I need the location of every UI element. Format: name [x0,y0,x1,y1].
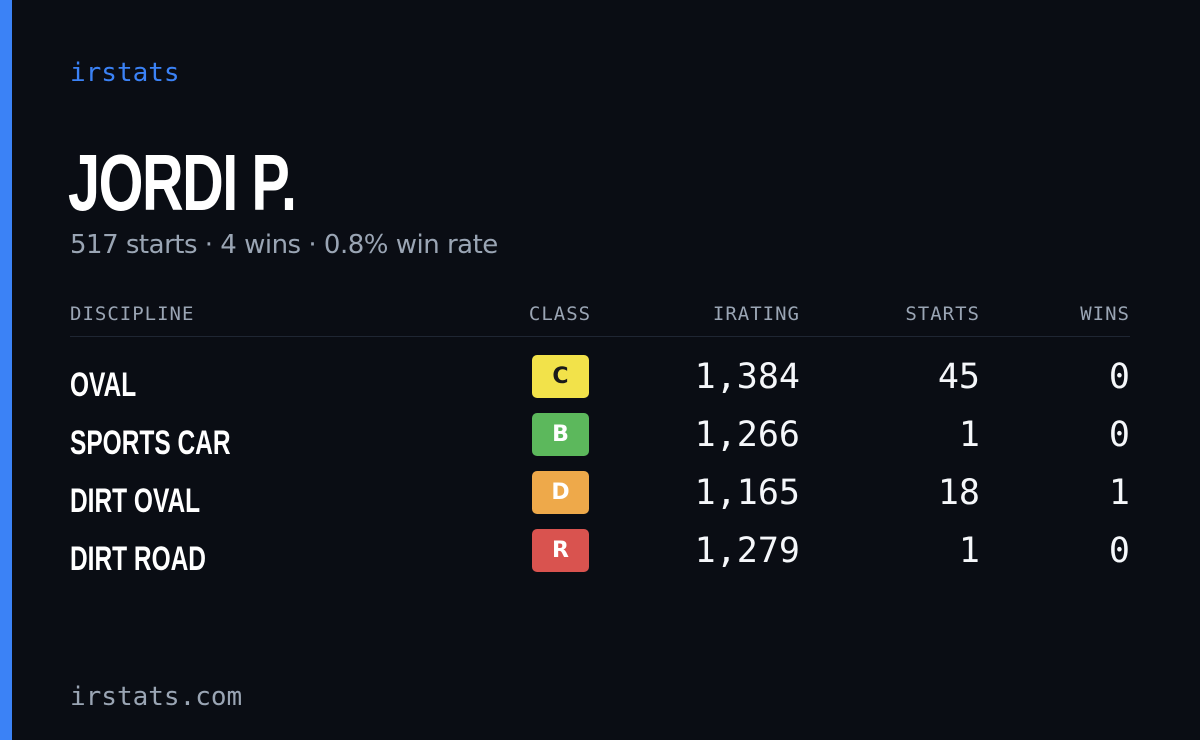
brand-logo: irstats [70,58,180,88]
class-badge: C [532,355,589,398]
header-irating: IRATING [712,303,800,325]
driver-summary: 517 starts · 4 wins · 0.8% win rate [70,230,498,260]
irating-value: 1,165 [694,473,800,513]
starts-value: 18 [937,473,980,513]
table-row: SPORTS CAR B 1,266 1 0 [70,411,1130,469]
table-row: DIRT ROAD R 1,279 1 0 [70,527,1130,585]
table-header: DISCIPLINE CLASS IRATING STARTS WINS [70,296,1130,337]
irating-value: 1,384 [694,357,800,397]
discipline-name: SPORTS CAR [70,424,231,462]
wins-value: 0 [1108,415,1130,455]
footer-url: irstats.com [70,682,243,712]
class-badge: R [532,529,589,572]
class-badge: D [532,471,589,514]
discipline-name: DIRT OVAL [70,482,201,520]
driver-name: JORDI P. [68,138,297,227]
irating-value: 1,266 [694,415,800,455]
header-class: CLASS [528,303,592,325]
accent-bar [0,0,12,740]
discipline-table: DISCIPLINE CLASS IRATING STARTS WINS OVA… [70,296,1130,585]
starts-value: 45 [937,357,980,397]
table-body: OVAL C 1,384 45 0 SPORTS CAR B 1,266 1 0… [70,337,1130,585]
discipline-name: DIRT ROAD [70,540,207,578]
irating-value: 1,279 [694,531,800,571]
starts-value: 1 [958,531,980,571]
wins-value: 1 [1108,473,1130,513]
class-badge: B [532,413,589,456]
wins-value: 0 [1108,531,1130,571]
table-row: OVAL C 1,384 45 0 [70,353,1130,411]
discipline-name: OVAL [70,366,137,404]
wins-value: 0 [1108,357,1130,397]
header-discipline: DISCIPLINE [70,303,195,325]
table-row: DIRT OVAL D 1,165 18 1 [70,469,1130,527]
starts-value: 1 [958,415,980,455]
header-starts: STARTS [905,303,980,325]
header-wins: WINS [1080,303,1130,325]
